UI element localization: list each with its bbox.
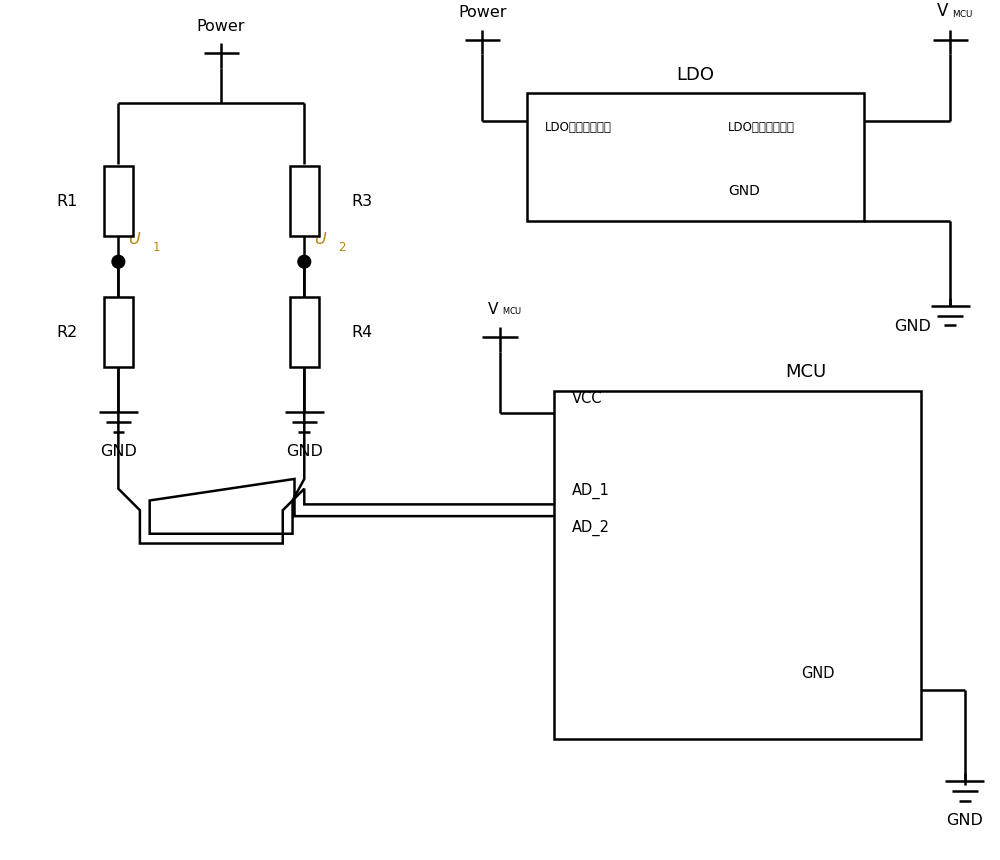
Text: R1: R1	[57, 194, 78, 208]
Text: $_\mathrm{MCU}$: $_\mathrm{MCU}$	[952, 7, 973, 20]
Circle shape	[112, 255, 125, 268]
Text: V: V	[488, 303, 498, 317]
Text: R2: R2	[57, 325, 78, 340]
Text: GND: GND	[895, 319, 931, 335]
Bar	[290, 166, 319, 237]
Bar	[527, 94, 864, 221]
Text: 1: 1	[153, 241, 160, 254]
Text: 2: 2	[339, 241, 346, 254]
Text: GND: GND	[729, 184, 761, 199]
Text: AD_1: AD_1	[571, 482, 609, 499]
Text: GND: GND	[946, 813, 983, 827]
Text: V: V	[937, 2, 948, 20]
Text: MCU: MCU	[785, 363, 826, 381]
Bar	[104, 297, 133, 367]
Text: GND: GND	[801, 666, 835, 680]
Text: AD_2: AD_2	[571, 520, 609, 537]
Circle shape	[298, 255, 311, 268]
Text: R3: R3	[351, 194, 372, 208]
Text: Power: Power	[197, 19, 245, 34]
Text: GND: GND	[286, 444, 323, 458]
Text: LDO: LDO	[677, 65, 715, 83]
Text: GND: GND	[100, 444, 137, 458]
Text: VCC: VCC	[571, 390, 602, 406]
Text: U: U	[314, 232, 326, 247]
Text: R4: R4	[351, 325, 373, 340]
Text: U: U	[128, 232, 140, 247]
Bar	[290, 297, 319, 367]
Text: $_\mathrm{MCU}$: $_\mathrm{MCU}$	[502, 304, 522, 317]
Bar	[554, 391, 921, 740]
Text: LDO芯片输入电压: LDO芯片输入电压	[545, 120, 612, 134]
Text: LDO芯片输出电压: LDO芯片输出电压	[728, 120, 795, 134]
Bar	[104, 166, 133, 237]
Text: Power: Power	[458, 5, 507, 20]
